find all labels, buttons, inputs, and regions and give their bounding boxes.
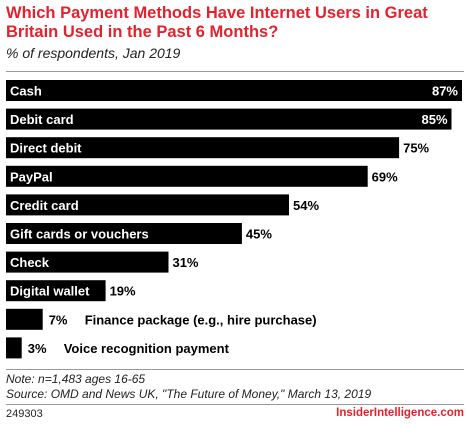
- bar-6: [6, 251, 169, 273]
- bar-0: [6, 80, 462, 101]
- chart-title: Which Payment Methods Have Internet User…: [6, 4, 428, 41]
- value-label-9: 3%: [28, 341, 47, 356]
- bar-9: [6, 337, 22, 359]
- value-label-6: 31%: [172, 255, 198, 270]
- category-label-2: Direct debit: [10, 141, 82, 156]
- value-label-1: 85%: [421, 112, 447, 127]
- chart-subtitle: % of respondents, Jan 2019: [6, 45, 181, 61]
- value-label-5: 45%: [246, 227, 272, 242]
- category-label-3: PayPal: [10, 169, 53, 184]
- brand-link[interactable]: InsiderIntelligence.com: [336, 407, 464, 419]
- footer-note: Note: n=1,483 ages 16-65: [6, 372, 146, 386]
- value-label-0: 87%: [432, 84, 458, 99]
- bar-3: [6, 165, 368, 187]
- footer-divider: [6, 369, 464, 370]
- footer-notes: Note: n=1,483 ages 16-65 Source: OMD and…: [6, 372, 371, 402]
- header-divider: [6, 71, 464, 72]
- footer-bottom-divider: [6, 404, 464, 405]
- category-label-9: Voice recognition payment: [64, 341, 230, 356]
- bar-chart: Cash 87% Debit card 85% Direct debit 75% PayPa…: [6, 80, 462, 359]
- footer-source: Source: OMD and News UK, "The Future of …: [6, 387, 372, 401]
- category-label-8: Finance package (e.g., hire purchase): [85, 312, 317, 327]
- bar-1: [6, 108, 452, 130]
- value-label-8: 7%: [49, 312, 68, 327]
- bar-8: [6, 308, 43, 330]
- value-label-2: 75%: [403, 141, 429, 156]
- value-label-7: 19%: [110, 284, 136, 299]
- category-label-4: Credit card: [10, 198, 79, 213]
- category-label-7: Digital wallet: [10, 284, 90, 299]
- category-label-0: Cash: [10, 84, 42, 99]
- bar-5: [6, 223, 242, 244]
- value-label-4: 54%: [293, 198, 319, 213]
- category-label-1: Debit card: [10, 112, 74, 127]
- bar-7: [6, 280, 106, 302]
- bar-2: [6, 137, 400, 159]
- bar-4: [6, 194, 289, 216]
- category-label-6: Check: [10, 255, 50, 270]
- chart-id: 249303: [6, 408, 43, 420]
- value-label-3: 69%: [372, 169, 398, 184]
- category-label-5: Gift cards or vouchers: [10, 227, 149, 242]
